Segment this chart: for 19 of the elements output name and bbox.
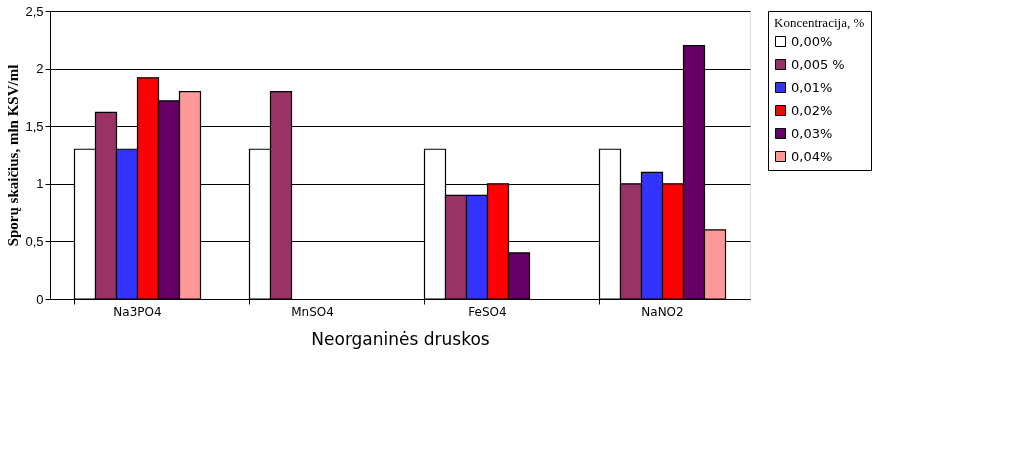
y-tick-label: 1 [36,176,44,192]
x-tick-label: MnSO4 [291,304,334,319]
y-tick-label: 0 [36,291,44,307]
y-tick-label: 2 [36,61,44,77]
legend-label: 0,00% [791,33,833,49]
legend-label: 0,005 % [791,56,845,72]
y-axis-title: Sporų skaičius, mln KSV/ml [5,64,22,247]
legend-title: Koncentracija, % [774,15,865,30]
y-tick-label: 2,5 [25,3,44,19]
x-axis-title: Neorganinės druskos [311,328,490,349]
y-tick-label: 0,5 [25,233,44,249]
legend-label: 0,04% [791,148,833,164]
legend-label: 0,01% [791,79,833,95]
legend-label: 0,03% [791,125,833,141]
legend-label: 0,02% [791,102,833,118]
x-tick-label: FeSO4 [468,304,507,319]
x-tick-label: NaNO2 [641,304,684,319]
x-tick-label: Na3PO4 [113,304,162,319]
y-tick-label: 1,5 [25,118,44,134]
